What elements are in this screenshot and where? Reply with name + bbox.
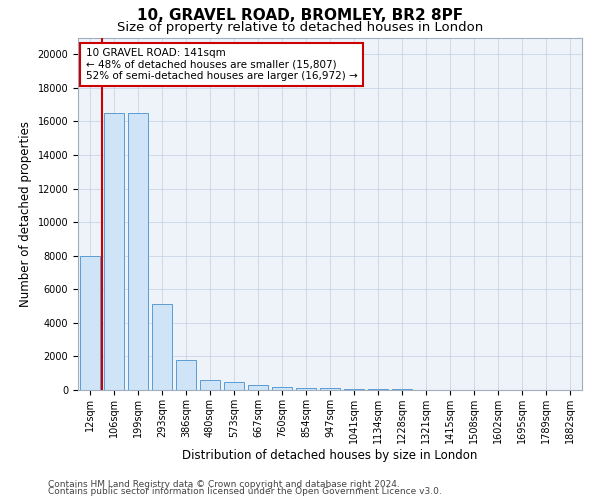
Bar (104, 113, 124, 390)
Text: 10, GRAVEL ROAD, BROMLEY, BR2 8PF: 10, GRAVEL ROAD, BROMLEY, BR2 8PF (137, 8, 463, 22)
Y-axis label: Number of detached properties: Number of detached properties (19, 120, 32, 306)
Bar (200, 380, 220, 390)
Bar (272, 388, 292, 390)
Bar (248, 386, 268, 390)
Bar (320, 388, 340, 390)
Bar (152, 304, 172, 390)
Bar (128, 113, 148, 390)
Text: Size of property relative to detached houses in London: Size of property relative to detached ho… (117, 21, 483, 34)
Bar (224, 382, 244, 390)
Bar (296, 388, 316, 390)
Bar (344, 389, 364, 390)
Text: Contains HM Land Registry data © Crown copyright and database right 2024.: Contains HM Land Registry data © Crown c… (48, 480, 400, 489)
Text: 10 GRAVEL ROAD: 141sqm
← 48% of detached houses are smaller (15,807)
52% of semi: 10 GRAVEL ROAD: 141sqm ← 48% of detached… (86, 48, 358, 82)
Text: Contains public sector information licensed under the Open Government Licence v3: Contains public sector information licen… (48, 488, 442, 496)
Bar (80, 256, 100, 390)
X-axis label: Distribution of detached houses by size in London: Distribution of detached houses by size … (182, 448, 478, 462)
Bar (368, 389, 388, 390)
Bar (176, 360, 196, 390)
